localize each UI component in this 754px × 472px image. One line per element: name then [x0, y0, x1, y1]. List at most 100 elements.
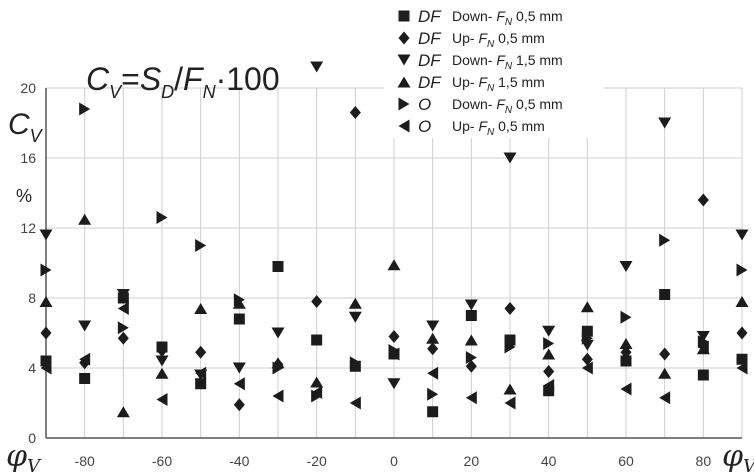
- data-point-triangle-down: [116, 289, 130, 300]
- data-point-diamond: [156, 344, 168, 357]
- data-point-triangle-down: [464, 299, 478, 311]
- y-tick-label: 0: [28, 430, 36, 446]
- data-point-triangle-right: [349, 356, 361, 370]
- data-point-triangle-right: [736, 263, 748, 277]
- data-point-diamond: [117, 331, 129, 345]
- x-axis-label-left: φV: [6, 439, 42, 472]
- legend-item: DF Up- FN 0,5 mm: [398, 29, 545, 50]
- y-tick-label: 20: [20, 80, 36, 96]
- data-point-square: [465, 310, 477, 321]
- data-point-triangle-up: [658, 367, 672, 379]
- data-point-triangle-up: [194, 303, 208, 314]
- y-axis-unit: %: [16, 186, 32, 206]
- data-point-square: [272, 261, 284, 272]
- data-point-triangle-right: [504, 340, 516, 354]
- legend-square-icon: [398, 10, 410, 22]
- data-point-triangle-right: [195, 239, 207, 252]
- data-point-square: [697, 369, 709, 381]
- legend-tag: DF: [418, 7, 442, 26]
- data-point-triangle-left: [195, 366, 207, 380]
- data-point-triangle-down: [232, 362, 246, 374]
- data-point-triangle-left: [40, 361, 52, 375]
- y-tick-label: 8: [28, 290, 36, 306]
- legend-label: Down- FN 0,5 mm: [452, 96, 563, 116]
- data-point-triangle-down: [696, 331, 710, 342]
- tick-labels: 0 4 8 12 16 20 -80 -60 -40 -20 0 20 40 60 80: [20, 80, 711, 469]
- data-point-diamond: [504, 302, 516, 315]
- legend-label: Up- FN 1,5 mm: [452, 74, 545, 94]
- x-tick-label: 80: [696, 453, 712, 469]
- data-point-triangle-down: [348, 311, 362, 323]
- data-point-triangle-up: [116, 406, 130, 418]
- data-point-triangle-left: [736, 361, 748, 375]
- legend-tag: DF: [418, 51, 442, 70]
- data-point-triangle-left: [581, 361, 593, 375]
- legend-item: DF Down- FN 1,5 mm: [397, 51, 563, 72]
- data-point-diamond: [349, 106, 361, 119]
- data-point-triangle-left: [79, 352, 91, 366]
- data-point-triangle-right: [117, 321, 129, 335]
- data-point-triangle-up: [39, 296, 53, 307]
- data-point-triangle-left: [233, 377, 245, 391]
- data-point-triangle-left: [697, 340, 709, 354]
- data-point-triangle-up: [542, 348, 556, 360]
- data-point-triangle-up: [619, 338, 633, 349]
- legend-triangle-right-icon: [398, 97, 410, 111]
- x-tick-label: -40: [229, 453, 249, 469]
- x-tick-label: 60: [618, 453, 634, 469]
- data-point-triangle-left: [272, 389, 284, 403]
- data-point-square: [581, 325, 593, 337]
- data-point-square: [233, 313, 245, 325]
- data-point-square: [427, 406, 439, 418]
- data-point-triangle-right: [581, 331, 593, 345]
- data-point-triangle-up: [464, 334, 478, 346]
- data-point-square: [504, 334, 516, 346]
- legend-label: Up- FN 0,5 mm: [452, 30, 545, 50]
- data-point-triangle-down: [735, 229, 749, 241]
- legend: DF Down- FN 0,5 mm DF Up- FN 0,5 mm DF Down- …: [397, 7, 563, 138]
- legend-item: O Up- FN 0,5 mm: [398, 117, 545, 138]
- data-point-diamond: [40, 326, 52, 340]
- y-tick-label: 16: [20, 150, 36, 166]
- data-point-triangle-left: [465, 391, 477, 405]
- data-point-triangle-up: [387, 259, 401, 271]
- data-point-triangle-down: [310, 61, 324, 73]
- data-point-diamond: [195, 345, 207, 359]
- data-point-triangle-up: [310, 376, 324, 388]
- legend-triangle-down-icon: [397, 54, 411, 66]
- data-point-square: [311, 334, 323, 346]
- data-point-diamond: [388, 330, 400, 343]
- series-diamond: [40, 106, 748, 412]
- data-point-diamond: [427, 342, 439, 356]
- y-tick-label: 12: [20, 220, 36, 236]
- data-point-triangle-up: [232, 297, 246, 309]
- data-point-triangle-right: [620, 310, 632, 324]
- data-point-triangle-right: [233, 293, 245, 307]
- data-point-triangle-left: [388, 347, 400, 361]
- data-point-triangle-down: [271, 327, 285, 339]
- data-point-diamond: [543, 365, 555, 378]
- data-point-square: [659, 289, 671, 300]
- x-tick-label: 0: [390, 453, 398, 469]
- data-point-diamond: [233, 398, 245, 412]
- data-point-triangle-left: [504, 396, 516, 410]
- data-point-triangle-right: [543, 337, 555, 350]
- data-point-triangle-left: [349, 396, 361, 410]
- data-point-diamond: [581, 352, 593, 366]
- y-axis-label: CV: [8, 108, 44, 146]
- data-point-triangle-right: [272, 361, 284, 375]
- data-point-triangle-up: [503, 383, 517, 395]
- data-point-triangle-left: [156, 393, 168, 406]
- data-point-triangle-up: [735, 296, 749, 307]
- series-triangle-left: [40, 302, 748, 410]
- legend-item: DF Down- FN 0,5 mm: [398, 7, 563, 28]
- data-point-triangle-down: [503, 152, 517, 164]
- data-point-triangle-down: [387, 378, 401, 390]
- x-axis-label-right: φV: [722, 439, 754, 472]
- data-point-square: [543, 385, 555, 397]
- legend-item: DF Up- FN 1,5 mm: [397, 73, 545, 94]
- data-point-triangle-left: [620, 382, 632, 396]
- data-point-triangle-right: [40, 263, 52, 277]
- data-point-triangle-left: [427, 366, 439, 380]
- data-point-triangle-down: [426, 320, 440, 332]
